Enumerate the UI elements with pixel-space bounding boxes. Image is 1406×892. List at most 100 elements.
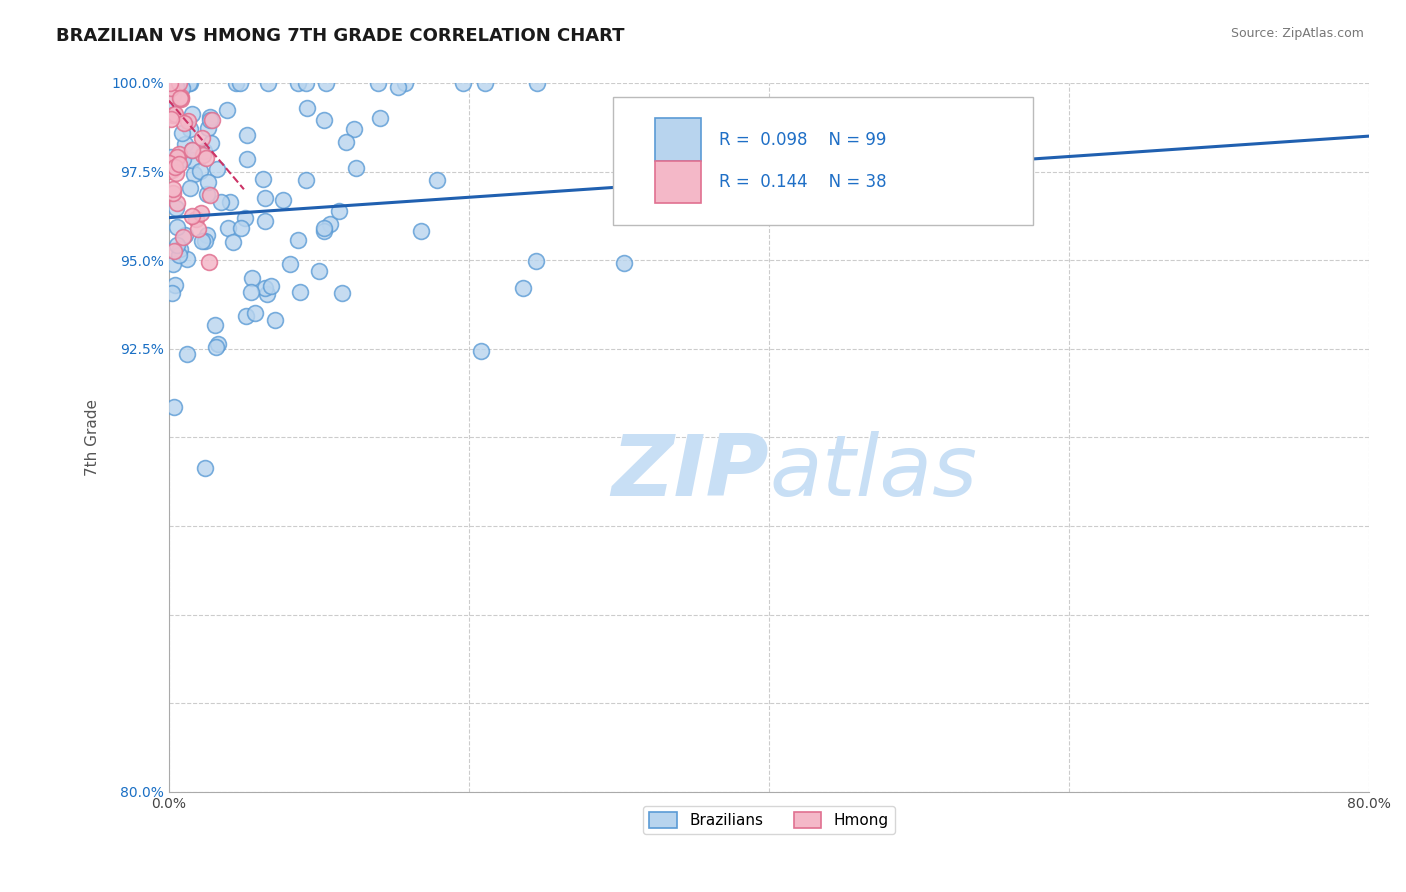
Brazilians [524,253,547,268]
Hmong [184,212,207,227]
Hmong [157,155,180,169]
Brazilians [343,122,366,136]
Brazilians [195,187,218,202]
Brazilians [245,306,267,320]
Brazilians [205,162,228,177]
Brazilians [200,111,222,125]
Brazilians [335,135,357,149]
Brazilians [207,337,229,351]
Brazilians [470,343,492,358]
Brazilians [181,143,204,157]
Brazilians [252,172,274,186]
Hmong [162,87,184,102]
Hmong [187,222,209,236]
Brazilians [328,203,350,218]
Brazilians [172,126,194,140]
Hmong [170,89,193,103]
Hmong [160,163,183,178]
Brazilians [253,280,276,294]
Brazilians [173,137,195,152]
Brazilians [613,255,636,269]
Brazilians [295,76,318,90]
Brazilians [177,76,200,90]
Brazilians [217,103,239,117]
Hmong [160,112,183,126]
Brazilians [235,309,257,323]
Brazilians [204,318,226,332]
Brazilians [194,234,217,248]
Brazilians [225,76,247,90]
Hmong [172,230,194,244]
Brazilians [332,286,354,301]
Brazilians [271,193,294,207]
Brazilians [179,76,201,90]
Hmong [167,156,190,170]
Hmong [167,147,190,161]
Hmong [190,206,212,220]
Hmong [163,156,186,170]
Hmong [180,143,202,157]
Hmong [173,116,195,130]
Brazilians [188,164,211,178]
Brazilians [169,242,191,256]
Brazilians [204,340,226,354]
Brazilians [160,285,183,300]
Brazilians [197,175,219,189]
Brazilians [200,113,222,128]
Brazilians [240,285,263,299]
Brazilians [287,76,309,90]
Brazilians [217,221,239,235]
Hmong [163,160,186,174]
Hmong [165,166,187,180]
Brazilians [474,76,496,90]
Brazilians [453,76,475,90]
Y-axis label: 7th Grade: 7th Grade [86,399,100,476]
Brazilians [295,101,318,115]
Hmong [177,114,200,128]
Hmong [166,195,188,210]
Brazilians [222,235,245,249]
Brazilians [387,79,409,94]
Brazilians [256,286,278,301]
Brazilians [233,211,256,226]
Brazilians [346,161,368,176]
Brazilians [367,76,389,90]
Hmong [169,91,191,105]
Brazilians [526,76,548,90]
FancyBboxPatch shape [655,161,700,203]
Text: Source: ZipAtlas.com: Source: ZipAtlas.com [1230,27,1364,40]
Text: BRAZILIAN VS HMONG 7TH GRADE CORRELATION CHART: BRAZILIAN VS HMONG 7TH GRADE CORRELATION… [56,27,624,45]
Brazilians [209,195,232,210]
Brazilians [253,191,276,205]
Brazilians [183,167,205,181]
Text: atlas: atlas [769,432,977,515]
FancyBboxPatch shape [655,119,700,161]
Brazilians [195,227,218,242]
Hmong [194,151,217,165]
Brazilians [170,81,193,95]
Hmong [167,76,190,90]
Brazilians [181,153,204,168]
Brazilians [264,313,287,327]
Brazilians [512,281,534,295]
Brazilians [160,150,183,164]
FancyBboxPatch shape [613,97,1033,225]
Brazilians [166,219,188,234]
Brazilians [166,238,188,252]
Brazilians [191,234,214,248]
Brazilians [229,76,252,90]
Brazilians [426,173,449,187]
Hmong [163,244,186,258]
Brazilians [167,248,190,262]
Brazilians [288,285,311,300]
Brazilians [176,347,198,361]
Brazilians [197,121,219,136]
Brazilians [312,221,335,235]
Brazilians [319,217,342,231]
Hmong [159,76,181,90]
Hmong [191,131,214,145]
Hmong [160,81,183,95]
Brazilians [165,277,187,292]
Brazilians [165,78,187,93]
Brazilians [159,96,181,111]
